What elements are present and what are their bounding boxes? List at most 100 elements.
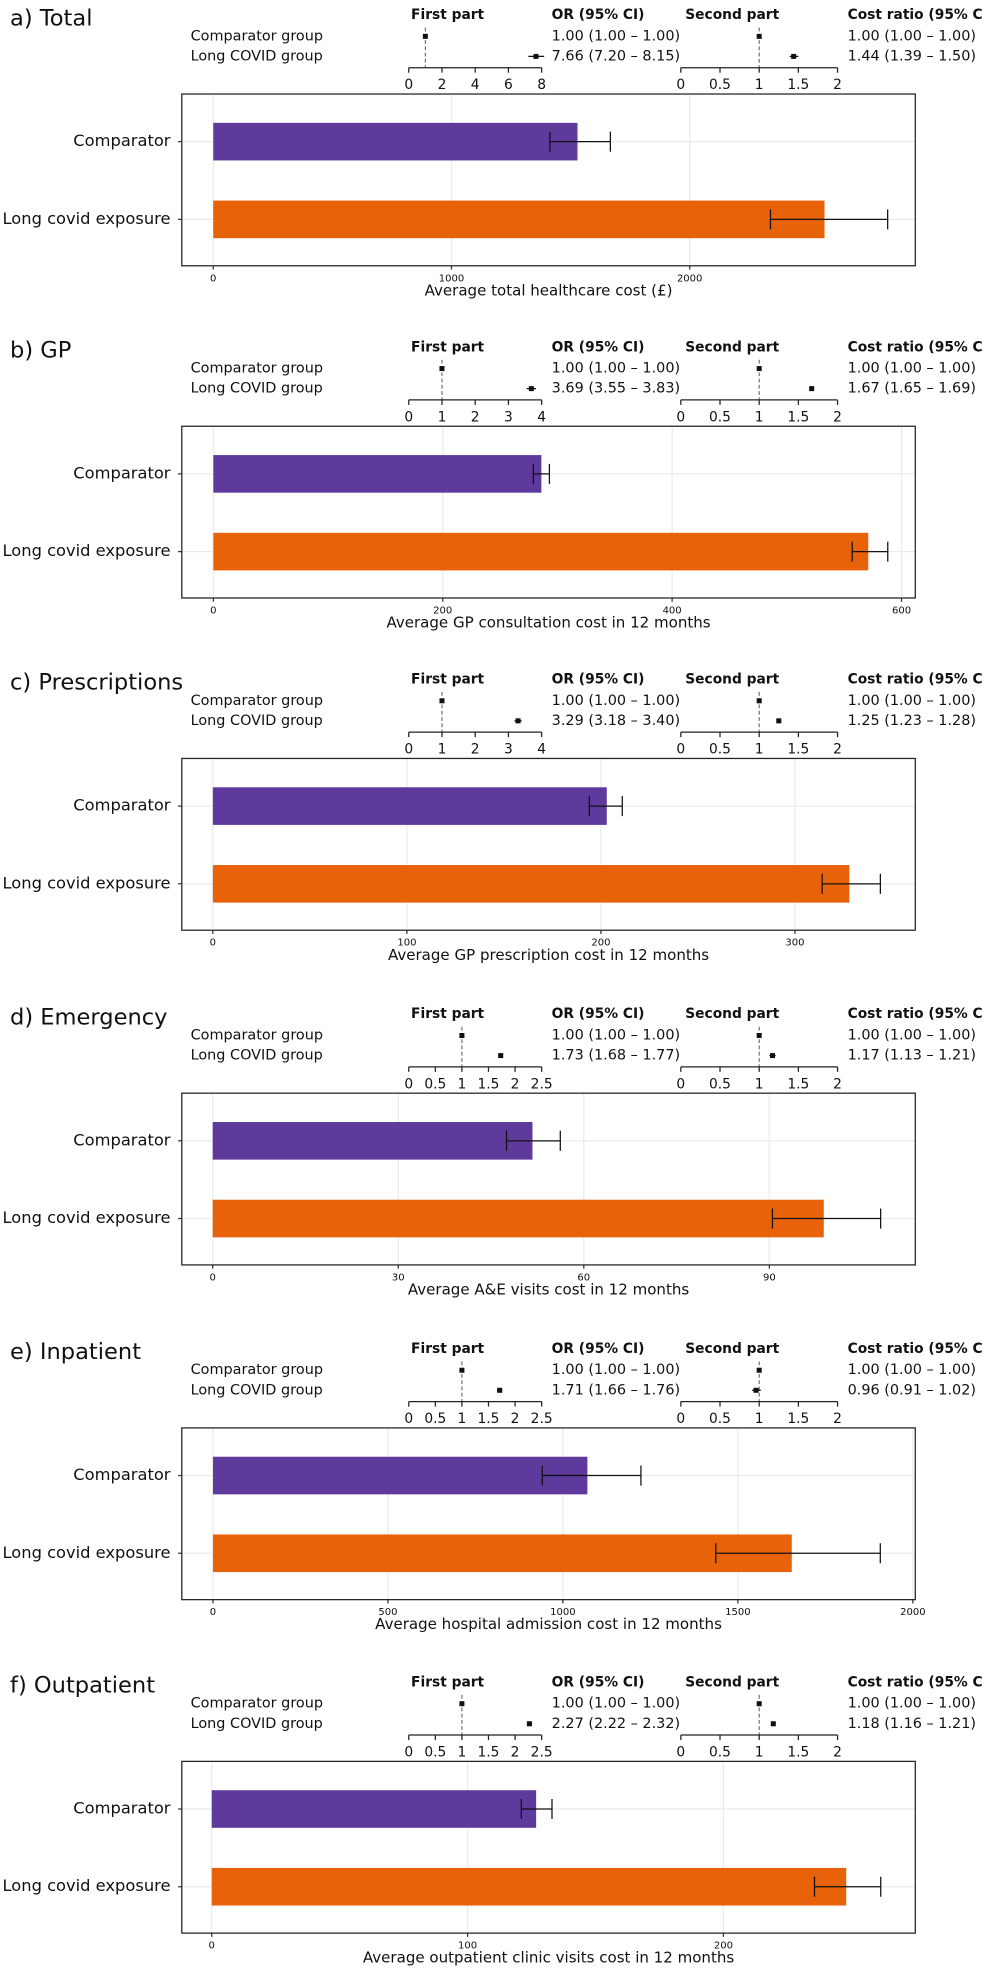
forest-value-label: 1.73 (1.68 – 1.77) bbox=[552, 1048, 680, 1064]
y-tick-label: Long covid exposure bbox=[3, 1543, 171, 1562]
x-tick-label: 100 bbox=[458, 1941, 477, 1952]
forest-header: OR (95% CI) bbox=[552, 1674, 645, 1690]
forest-value-label: 1.00 (1.00 – 1.00) bbox=[552, 1362, 680, 1378]
bar bbox=[212, 1199, 824, 1238]
forest-title: Second part bbox=[685, 1674, 779, 1690]
plot-background bbox=[181, 758, 916, 931]
forest-tick-label: 1 bbox=[755, 77, 764, 93]
y-tick-label: Comparator bbox=[73, 1130, 171, 1149]
forest-value-label: 1.00 (1.00 – 1.00) bbox=[552, 28, 680, 44]
forest-title: Second part bbox=[685, 339, 779, 355]
forest-value-label: 1.00 (1.00 – 1.00) bbox=[552, 1028, 680, 1044]
forest-tick-label: 2 bbox=[511, 1076, 520, 1092]
group-label: Long COVID group bbox=[191, 1716, 323, 1732]
forest-header: OR (95% CI) bbox=[552, 671, 645, 687]
forest-value-label: 1.67 (1.65 – 1.69) bbox=[848, 381, 976, 397]
bar bbox=[212, 1456, 588, 1495]
forest-tick-label: 2 bbox=[438, 77, 447, 93]
plot-border bbox=[181, 1427, 916, 1601]
forest-point bbox=[459, 1367, 465, 1373]
forest-value-label: 7.66 (7.20 – 8.15) bbox=[552, 48, 680, 64]
forest-value-label: 0.96 (0.91 – 1.02) bbox=[848, 1382, 976, 1398]
forest-tick-label: 0 bbox=[676, 1076, 685, 1092]
forest-value-label: 1.00 (1.00 – 1.00) bbox=[848, 361, 976, 377]
forest-tick-label: 1.5 bbox=[787, 1745, 809, 1761]
forest-tick-label: 0.5 bbox=[709, 1411, 731, 1427]
forest-title: First part bbox=[411, 7, 484, 23]
forest-tick-label: 2 bbox=[511, 1411, 520, 1427]
forest-value-label: 1.00 (1.00 – 1.00) bbox=[848, 1028, 976, 1044]
error-bar bbox=[520, 1798, 553, 1820]
error-bar bbox=[813, 1876, 882, 1897]
forest-tick-label: 2 bbox=[471, 742, 480, 758]
y-tick-label: Comparator bbox=[73, 1465, 171, 1484]
forest-tick-label: 1 bbox=[458, 1076, 467, 1092]
forest-point bbox=[497, 1387, 503, 1393]
x-tick-label: 600 bbox=[892, 606, 911, 617]
forest-header: Cost ratio (95% CI) bbox=[848, 7, 983, 23]
forest-value-label: 1.00 (1.00 – 1.00) bbox=[552, 361, 680, 377]
forest-header: Cost ratio (95% CI) bbox=[848, 1674, 983, 1690]
forest-tick-label: 4 bbox=[537, 409, 546, 425]
forest-point bbox=[756, 1367, 762, 1373]
forest-point bbox=[756, 1701, 762, 1707]
forest-value-label: 1.00 (1.00 – 1.00) bbox=[848, 1362, 976, 1378]
forest-point bbox=[439, 698, 445, 704]
forest-tick-label: 2 bbox=[833, 1745, 842, 1761]
error-bar bbox=[505, 1130, 561, 1151]
x-tick-label: 200 bbox=[591, 938, 610, 949]
forest-point bbox=[498, 1053, 504, 1059]
forest-point bbox=[776, 718, 782, 724]
error-bar bbox=[588, 796, 623, 817]
forest-value-label: 3.69 (3.55 – 3.83) bbox=[552, 381, 680, 397]
x-axis-label: Average GP consultation cost in 12 month… bbox=[386, 614, 710, 632]
forest-point bbox=[791, 53, 797, 59]
forest-point bbox=[459, 1701, 465, 1707]
forest-tick-label: 0 bbox=[404, 742, 413, 758]
forest-point bbox=[459, 1033, 465, 1039]
forest-tick-label: 2.5 bbox=[531, 1745, 553, 1761]
group-label: Long COVID group bbox=[191, 48, 323, 64]
forest-value-label: 1.44 (1.39 – 1.50) bbox=[848, 48, 976, 64]
forest-tick-label: 4 bbox=[537, 742, 546, 758]
x-tick-label: 0 bbox=[210, 938, 216, 949]
group-label: Comparator group bbox=[191, 361, 323, 377]
x-tick-label: 400 bbox=[663, 606, 682, 617]
error-bar bbox=[851, 541, 889, 562]
x-tick-label: 2000 bbox=[677, 273, 703, 284]
y-tick-label: Long covid exposure bbox=[3, 541, 171, 560]
forest-tick-label: 2 bbox=[833, 742, 842, 758]
x-tick-label: 1500 bbox=[725, 1607, 751, 1618]
forest-header: OR (95% CI) bbox=[552, 1341, 645, 1357]
x-tick-label: 1000 bbox=[439, 273, 465, 284]
forest-tick-label: 0.5 bbox=[424, 1411, 446, 1427]
forest-point bbox=[533, 53, 539, 59]
forest-tick-label: 8 bbox=[537, 77, 546, 93]
forest-tick-label: 1 bbox=[755, 1076, 764, 1092]
forest-header: Cost ratio (95% CI) bbox=[848, 1341, 983, 1357]
forest-header: OR (95% CI) bbox=[552, 7, 645, 23]
forest-point bbox=[756, 1033, 762, 1039]
x-tick-label: 500 bbox=[378, 1607, 397, 1618]
forest-header: Cost ratio (95% CI) bbox=[848, 1006, 983, 1022]
y-tick-label: Long covid exposure bbox=[3, 1208, 171, 1227]
forest-tick-label: 1 bbox=[755, 1411, 764, 1427]
forest-title: Second part bbox=[685, 7, 779, 23]
forest-point bbox=[809, 386, 815, 392]
error-bar bbox=[771, 1208, 882, 1229]
forest-tick-label: 1.5 bbox=[787, 1076, 809, 1092]
forest-point bbox=[756, 33, 762, 39]
forest-point bbox=[526, 1721, 532, 1727]
forest-title: First part bbox=[411, 671, 484, 687]
bar bbox=[212, 865, 850, 903]
forest-tick-label: 0 bbox=[404, 1076, 413, 1092]
forest-point bbox=[439, 366, 445, 372]
bar bbox=[213, 532, 869, 571]
forest-point bbox=[756, 366, 762, 372]
error-bar bbox=[821, 873, 881, 894]
forest-point bbox=[753, 1387, 759, 1393]
forest-tick-label: 0.5 bbox=[709, 1745, 731, 1761]
x-tick-label: 200 bbox=[433, 606, 452, 617]
forest-tick-label: 0 bbox=[676, 409, 685, 425]
